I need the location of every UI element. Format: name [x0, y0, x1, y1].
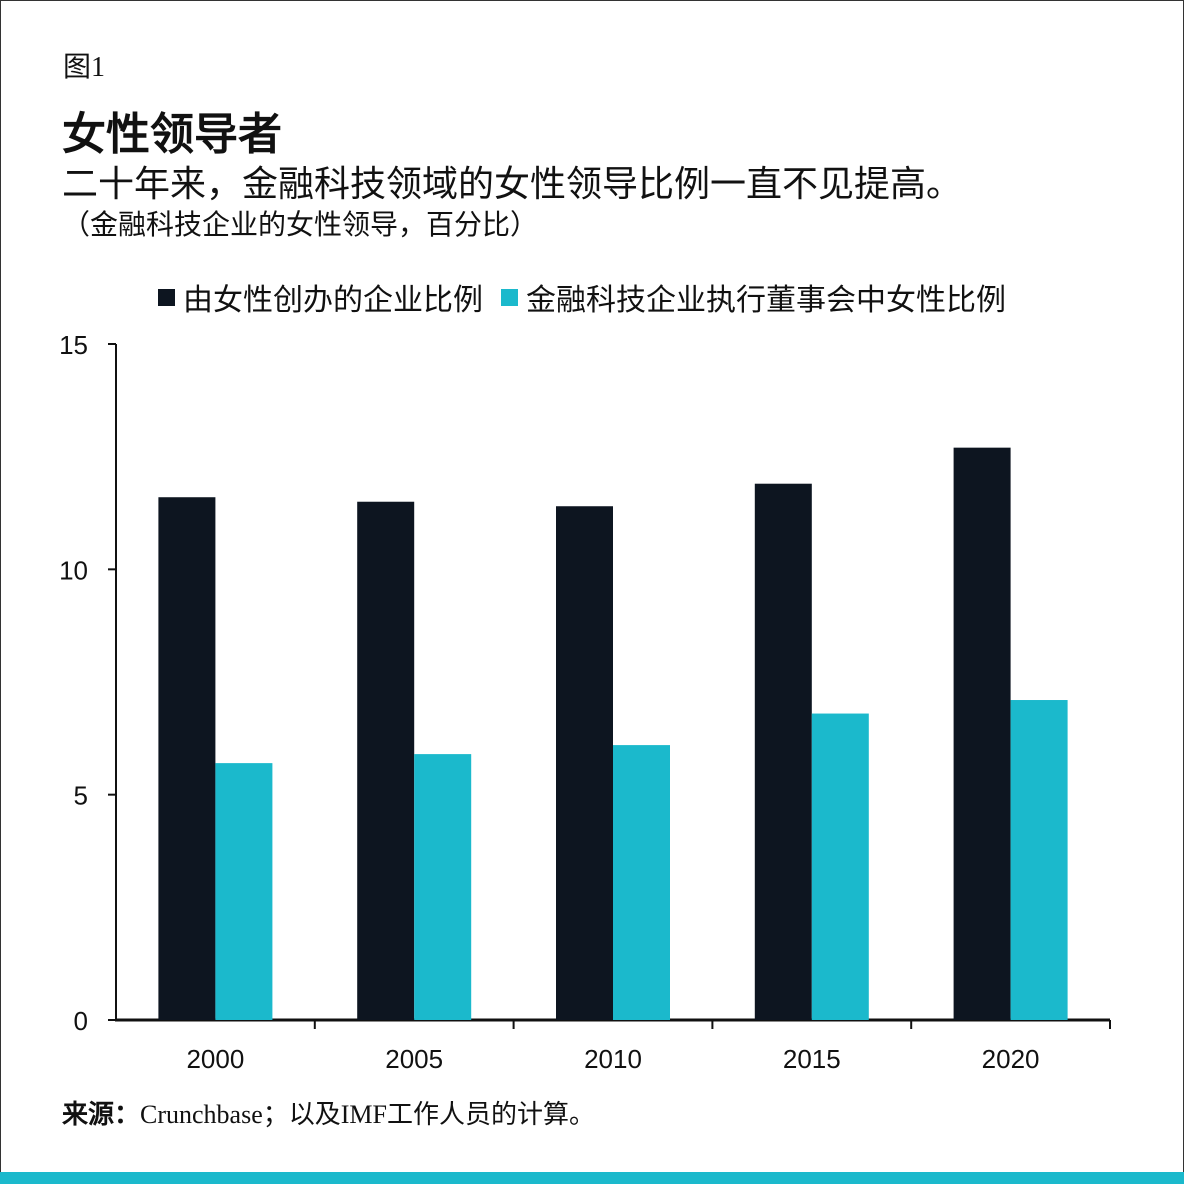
legend-swatch-cyan: [501, 288, 518, 306]
legend: 由女性创办的企业比例 金融科技企业执行董事会中女性比例: [158, 275, 1024, 319]
x-tick-label: 2020: [982, 1044, 1040, 1074]
legend-label: 金融科技企业执行董事会中女性比例: [526, 283, 1006, 318]
bar-board-2015: [811, 713, 869, 1020]
legend-swatch-dark: [158, 288, 175, 306]
bar-board-2010: [613, 745, 670, 1020]
bar-founders-2010: [556, 506, 613, 1020]
chart-title: 女性领导者: [62, 109, 282, 160]
bar-board-2000: [215, 763, 273, 1020]
source-label: 来源：: [62, 1100, 141, 1130]
y-tick-label: 5: [74, 781, 88, 811]
bar-board-2005: [414, 754, 472, 1020]
bar-founders-2005: [357, 501, 415, 1020]
x-tick-label: 2010: [584, 1044, 642, 1074]
bar-board-2020: [1010, 700, 1068, 1020]
y-tick-label: 10: [59, 555, 88, 585]
x-tick-label: 2005: [385, 1044, 443, 1074]
unit-note: （金融科技企业的女性领导，百分比）: [62, 208, 539, 241]
bar-founders-2020: [953, 447, 1011, 1020]
y-tick-label: 15: [59, 330, 88, 360]
x-tick-label: 2000: [186, 1044, 244, 1074]
x-tick-label: 2015: [783, 1044, 841, 1074]
legend-item-board: 金融科技企业执行董事会中女性比例: [501, 275, 1006, 319]
bottom-accent-bar: [0, 1172, 1184, 1184]
bar-founders-2015: [754, 483, 812, 1020]
source-note: 来源：Crunchbase；以及IMF工作人员的计算。: [62, 1094, 595, 1131]
chart-subtitle: 二十年来，金融科技领域的女性领导比例一直不见提高。: [62, 164, 963, 205]
legend-label: 由女性创办的企业比例: [183, 283, 483, 318]
source-text: Crunchbase；以及IMF工作人员的计算。: [140, 1100, 595, 1129]
y-tick-label: 0: [74, 1006, 88, 1036]
legend-item-founders: 由女性创办的企业比例: [158, 275, 483, 319]
figure-label: 图1: [63, 52, 106, 83]
bar-founders-2000: [158, 497, 216, 1020]
